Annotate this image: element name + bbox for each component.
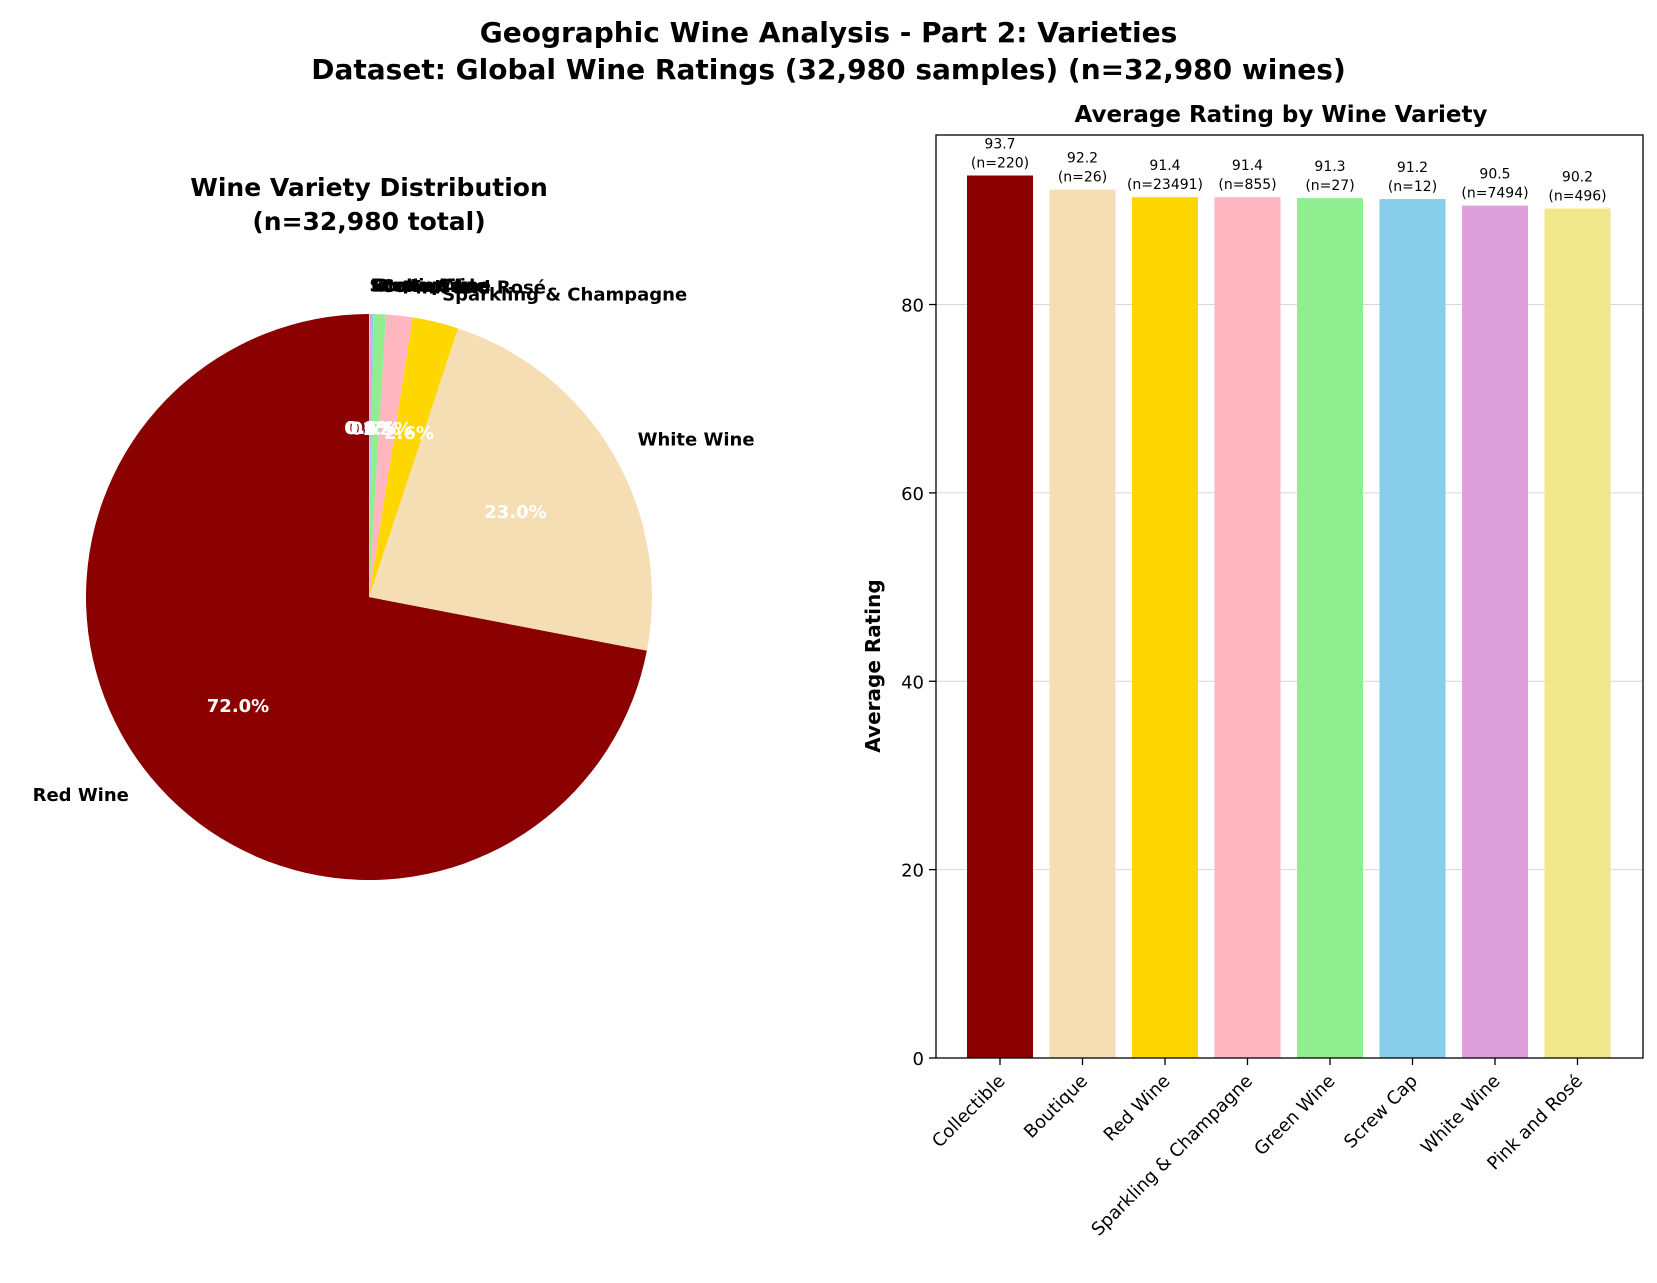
pie-label-white-wine: White Wine	[638, 430, 755, 451]
bar-value-label: 93.7	[984, 136, 1015, 152]
x-tick-label-collectible: Collectible	[928, 1071, 1009, 1152]
pie-label-sparkling-champagne: Sparkling & Champagne	[442, 284, 687, 305]
x-tick-label-red-wine: Red Wine	[1100, 1071, 1175, 1146]
bar-count-label: (n=220)	[971, 155, 1029, 171]
y-tick-label: 20	[901, 861, 924, 882]
pie-label-screw-cap: Screw Cap	[369, 276, 475, 297]
bar-chart-title: Average Rating by Wine Variety	[1074, 102, 1487, 128]
figure-title-line1: Geographic Wine Analysis - Part 2: Varie…	[479, 16, 1178, 49]
y-tick-label: 0	[913, 1049, 924, 1070]
bar-boutique	[1049, 189, 1116, 1058]
x-tick-label-green-wine: Green Wine	[1250, 1071, 1339, 1160]
y-tick-label: 60	[901, 484, 924, 505]
bar-count-label: (n=26)	[1058, 170, 1107, 186]
plot-frame	[935, 134, 1644, 1059]
pie-slice-boutique	[369, 314, 372, 597]
pie-chart: Wine Variety Distribution (n=32,980 tota…	[33, 173, 755, 881]
pie-slice-red-wine	[85, 314, 647, 881]
bar-collectible	[967, 175, 1033, 1059]
x-tick-label-screw-cap: Screw Cap	[1340, 1071, 1422, 1153]
pie-title-line1: Wine Variety Distribution	[190, 173, 548, 202]
x-tick-label-boutique: Boutique	[1020, 1071, 1092, 1143]
y-tick-label: 40	[901, 672, 924, 693]
x-tick-label-pink-and-ros: Pink and Rosé	[1483, 1071, 1587, 1175]
bar-value-label: 91.3	[1314, 159, 1345, 175]
pie-percent-collectible: 0.7%	[350, 418, 400, 439]
pie-label-green-wine: Green Wine	[373, 276, 491, 297]
pie-percent-green-wine: 0.1%	[346, 418, 396, 439]
y-tick-label: 80	[901, 296, 924, 317]
bar-count-label: (n=855)	[1218, 177, 1276, 193]
pie-percent-screw-cap: 0.0%	[344, 418, 394, 439]
figure-title-line2: Dataset: Global Wine Ratings (32,980 sam…	[311, 53, 1346, 86]
bar-value-label: 91.2	[1397, 160, 1428, 176]
bar-value-label: 90.5	[1479, 167, 1510, 183]
bar-count-label: (n=7494)	[1461, 186, 1528, 202]
pie-title-line2: (n=32,980 total)	[252, 207, 485, 236]
pie-slice-sparkling-champagne	[369, 317, 459, 597]
pie-slice-pink-and-ros	[369, 314, 413, 597]
bar-value-label: 91.4	[1232, 158, 1263, 174]
bar-count-label: (n=23491)	[1127, 177, 1203, 193]
pie-label-boutique: Boutique	[371, 276, 463, 297]
pie-percent-red-wine: 72.0%	[207, 696, 269, 717]
pie-slice-collectible	[369, 314, 386, 597]
bar-green-wine	[1297, 198, 1363, 1059]
pie-label-red-wine: Red Wine	[33, 785, 129, 806]
pie-percent-sparkling-champagne: 2.6%	[384, 423, 434, 444]
y-axis-label: Average Rating	[861, 579, 885, 752]
pie-label-collectible: Collectible	[381, 276, 488, 297]
bar-value-label: 92.2	[1067, 151, 1098, 167]
pie-slice-green-wine	[369, 314, 374, 597]
pie-slice-white-wine	[369, 328, 652, 651]
bar-pink-and-ros	[1544, 208, 1611, 1059]
pie-label-pink-and-ros: Pink and Rosé	[402, 278, 546, 299]
pie-slice-screw-cap	[369, 313, 370, 597]
bar-count-label: (n=496)	[1548, 188, 1606, 204]
bar-count-label: (n=27)	[1305, 178, 1354, 194]
pie-percent-white-wine: 23.0%	[484, 502, 546, 523]
pie-percent-pink-and-ros: 1.5%	[362, 419, 412, 440]
bar-value-label: 90.2	[1562, 169, 1593, 185]
bar-red-wine	[1132, 197, 1198, 1058]
bar-screw-cap	[1379, 199, 1446, 1058]
bar-sparkling-champagne	[1214, 197, 1281, 1058]
bar-count-label: (n=12)	[1388, 179, 1437, 195]
pie-percent-boutique: 0.1%	[345, 418, 395, 439]
bar-white-wine	[1462, 205, 1528, 1058]
bar-value-label: 91.4	[1149, 158, 1180, 174]
x-tick-label-sparkling-champagne: Sparkling & Champagne	[1087, 1071, 1257, 1241]
x-tick-label-white-wine: White Wine	[1417, 1071, 1505, 1159]
